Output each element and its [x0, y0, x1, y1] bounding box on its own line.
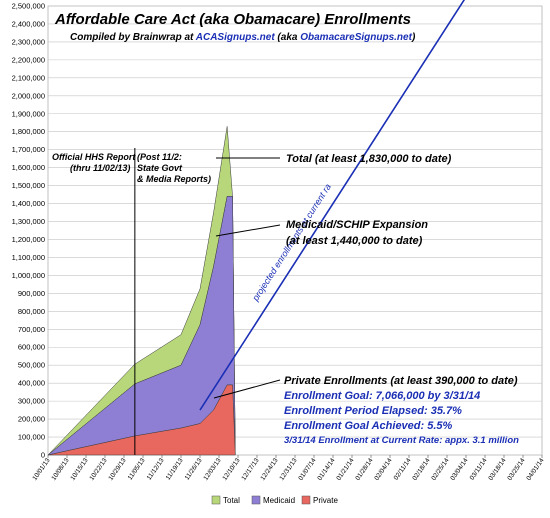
x-tick-label: 01/07/14 [297, 457, 317, 482]
subtitle-mid: (aka [275, 32, 301, 43]
x-tick-label: 10/08/13 [50, 457, 70, 482]
post-report-label-line3: & Media Reports) [137, 174, 211, 184]
projection-note-text: 3/31/14 Enrollment at Current Rate: appx… [284, 435, 519, 446]
x-tick-label: 03/04/14 [449, 457, 469, 482]
y-tick-label: 1,000,000 [12, 271, 45, 280]
subtitle-site-link[interactable]: ACASignups.net [195, 32, 276, 43]
y-tick-label: 300,000 [18, 397, 45, 406]
y-tick-label: 200,000 [18, 415, 45, 424]
x-tick-label: 01/14/14 [316, 457, 336, 482]
legend-swatch-total [211, 495, 221, 505]
medicaid-pointer-line [215, 224, 281, 237]
x-tick-label: 12/03/13 [202, 457, 222, 482]
legend-label-total: Total [223, 496, 240, 505]
y-tick-label: 1,200,000 [12, 235, 45, 244]
y-tick-label: 1,800,000 [12, 127, 45, 136]
x-tick-label: 11/12/13 [146, 457, 166, 482]
legend-label-private: Private [313, 496, 338, 505]
y-tick-label: 1,900,000 [12, 109, 45, 118]
y-tick-label: 1,300,000 [12, 217, 45, 226]
y-tick-label: 800,000 [18, 307, 45, 316]
x-tick-label: 11/05/13 [127, 457, 147, 482]
y-tick-label: 1,500,000 [12, 181, 45, 190]
x-tick-label: 11/19/13 [165, 457, 185, 482]
grid-layer [48, 5, 542, 456]
x-tick-label: 12/31/13 [278, 457, 298, 482]
y-tick-label: 700,000 [18, 325, 45, 334]
legend-swatch-private [301, 495, 311, 505]
y-tick-label: 2,100,000 [12, 73, 45, 82]
x-tick-label: 12/24/13 [259, 457, 279, 482]
goal-achieved-text: Enrollment Goal Achieved: 5.5% [284, 420, 453, 432]
y-tick-label: 400,000 [18, 379, 45, 388]
y-tick-label: 0 [41, 451, 45, 460]
y-tick-label: 500,000 [18, 361, 45, 370]
x-tick-label: 01/21/14 [335, 457, 355, 482]
y-tick-label: 2,500,000 [12, 2, 45, 11]
medicaid-label-line2: (at least 1,440,000 to date) [286, 235, 423, 247]
post-report-label-line2: State Govt [137, 163, 183, 173]
projection-line [199, 0, 466, 411]
x-tick-label: 12/10/13 [221, 457, 241, 482]
hhs-report-label-line2: (thru 11/02/13) [70, 163, 130, 173]
hhs-report-label-line1: Official HHS Report [52, 152, 136, 162]
private-pointer-line [213, 379, 281, 399]
y-tick-label: 1,100,000 [12, 253, 45, 262]
x-tick-label: 11/26/13 [184, 457, 204, 482]
x-tick-label: 02/18/14 [411, 457, 431, 482]
x-tick-label: 02/11/14 [393, 457, 413, 482]
area-private [47, 384, 236, 456]
y-tick-label: 2,000,000 [12, 91, 45, 100]
private-label: Private Enrollments (at least 390,000 to… [284, 375, 518, 387]
y-tick-label: 600,000 [18, 343, 45, 352]
total-label: Total (at least 1,830,000 to date) [286, 153, 452, 165]
x-tick-label: 02/25/14 [430, 457, 450, 482]
area-layer [47, 126, 236, 456]
y-tick-label: 1,600,000 [12, 163, 45, 172]
subtitle-suffix: ) [411, 32, 416, 43]
x-tick-label: 04/01/14 [525, 457, 545, 482]
period-elapsed-text: Enrollment Period Elapsed: 35.7% [284, 405, 462, 417]
x-tick-label: 10/15/13 [69, 457, 89, 482]
legend-swatch-medicaid [251, 495, 261, 505]
post-report-label-line1: (Post 11/2: [137, 152, 182, 162]
legend: Total Medicaid Private [211, 495, 338, 505]
chart-title: Affordable Care Act (aka Obamacare) Enro… [54, 11, 411, 28]
subtitle-site2-link[interactable]: ObamacareSignups.net [300, 32, 412, 43]
y-tick-label: 1,700,000 [12, 145, 45, 154]
goal-text: Enrollment Goal: 7,066,000 by 3/31/14 [284, 390, 480, 402]
y-tick-label: 2,200,000 [12, 55, 45, 64]
x-tick-label: 03/18/14 [487, 457, 507, 482]
medicaid-label-line1: Medicaid/SCHIP Expansion [286, 219, 428, 231]
x-tick-label: 03/25/14 [506, 457, 526, 482]
y-tick-label: 100,000 [18, 433, 45, 442]
y-tick-label: 900,000 [18, 289, 45, 298]
y-tick-label: 2,300,000 [12, 37, 45, 46]
chart-subtitle: Compiled by Brainwrap at ACASignups.net … [70, 32, 416, 43]
x-tick-label: 03/11/14 [469, 457, 489, 482]
legend-label-medicaid: Medicaid [263, 496, 295, 505]
x-tick-label: 10/01/13 [31, 457, 51, 482]
x-tick-label: 02/04/14 [373, 457, 393, 482]
subtitle-prefix: Compiled by Brainwrap at [70, 32, 196, 43]
x-tick-label: 10/22/13 [88, 457, 108, 482]
y-tick-label: 1,400,000 [12, 199, 45, 208]
y-tick-label: 2,400,000 [12, 19, 45, 28]
x-tick-label: 12/17/13 [240, 457, 260, 482]
x-tick-label: 01/28/14 [354, 457, 374, 482]
x-tick-label: 10/29/13 [107, 457, 127, 482]
